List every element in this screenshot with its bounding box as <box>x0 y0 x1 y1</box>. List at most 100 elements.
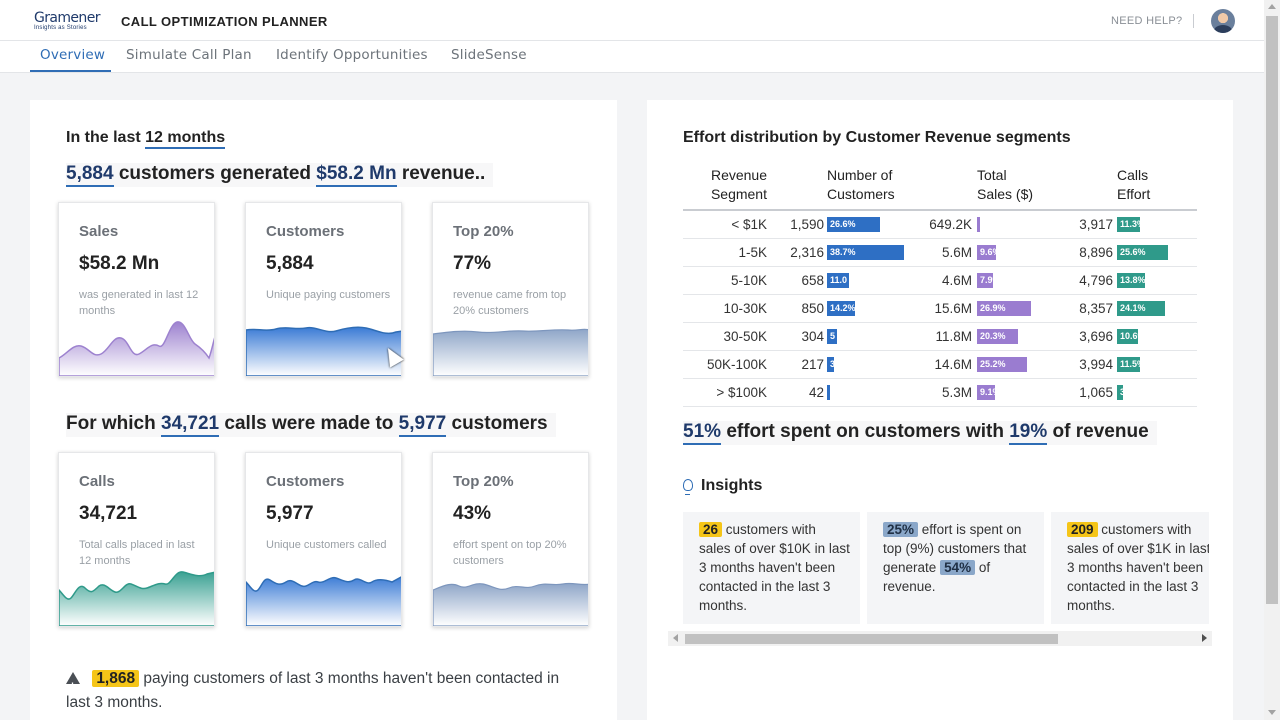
segment-cell: 50K-100K <box>706 357 767 372</box>
table-row[interactable]: < $1K 1,590 649.2K 3,917 26.6% 11.3% <box>683 211 1197 239</box>
column-header-segment[interactable]: Revenue Segment <box>711 166 767 204</box>
sales-cell: 15.6M <box>934 301 972 316</box>
calls-cell: 3,994 <box>1079 357 1113 372</box>
customers-cell: 42 <box>808 385 824 400</box>
insight-text: of revenue. <box>883 560 991 594</box>
period-selector[interactable]: 12 months <box>145 129 226 149</box>
headline-revenue-value: $58.2 Mn <box>316 163 397 187</box>
customers-cell: 658 <box>801 273 824 288</box>
effort-distribution-title: Effort distribution by Customer Revenue … <box>683 129 1071 146</box>
card-value: 5,884 <box>266 253 314 274</box>
sales-share-bar: 9.1% <box>977 385 996 400</box>
table-row[interactable]: > $100K 42 5.3M 1,065 9.1% 3 <box>683 379 1197 407</box>
card-description: was generated in last 12 months <box>79 289 199 317</box>
table-row[interactable]: 30-50K 304 11.8M 3,696 5 20.3% 10.6% <box>683 323 1197 351</box>
overview-summary-panel: In the last 12 months 5,884 customers ge… <box>30 100 617 720</box>
customers-share-bar: 3 <box>827 357 835 372</box>
insight-highlight: 26 <box>699 522 723 537</box>
insight-text: effort is spent on top (9%) customers th… <box>883 522 1027 575</box>
insights-carousel: 26 customers with sales of over $10K in … <box>683 512 1209 624</box>
warning-icon <box>66 672 80 698</box>
headline-text: revenue.. <box>401 163 486 184</box>
segment-cell: 1-5K <box>738 245 767 260</box>
customers-called-sparkline <box>246 576 401 626</box>
summary-revenue-value: 19% <box>1009 421 1048 445</box>
table-row[interactable]: 1-5K 2,316 5.6M 8,896 38.7% 9.6% 25.6% <box>683 239 1197 267</box>
scrollbar-thumb[interactable] <box>685 634 1058 644</box>
customers-cell: 1,590 <box>790 217 824 232</box>
customers-cell: 2,316 <box>790 245 824 260</box>
top-header: Gramener Insights as Stories CALL OPTIMI… <box>0 0 1264 41</box>
page-vertical-scrollbar[interactable] <box>1264 0 1280 720</box>
card-value: 5,977 <box>266 503 314 524</box>
segment-cell: 30-50K <box>723 329 767 344</box>
logo-brand: Gramener <box>34 10 100 26</box>
sales-card[interactable]: Sales $58.2 Mn was generated in last 12 … <box>58 202 215 377</box>
insights-title: Insights <box>701 477 763 494</box>
summary-text: effort spent on customers with <box>726 421 1004 442</box>
customers-sparkline <box>246 326 401 376</box>
insight-card[interactable]: 26 customers with sales of over $10K in … <box>683 512 860 624</box>
period-heading: In the last 12 months <box>66 129 226 149</box>
calls-share-bar: 3 <box>1117 385 1124 400</box>
top20-effort-sparkline <box>433 582 588 626</box>
sales-cell: 11.8M <box>935 329 972 344</box>
top20-revenue-card[interactable]: Top 20% 77% revenue came from top 20% cu… <box>432 202 589 377</box>
header-line: Total <box>977 167 1007 183</box>
calls-share-bar: 24.1% <box>1117 301 1166 316</box>
sales-share-bar: 9.6% <box>977 245 997 260</box>
insight-card[interactable]: 25% effort is spent on top (9%) customer… <box>867 512 1044 624</box>
headline-customers-value: 5,884 <box>66 163 114 187</box>
calls-share-bar: 25.6% <box>1117 245 1169 260</box>
scroll-left-arrow-icon[interactable] <box>673 634 678 642</box>
column-header-calls[interactable]: Calls Effort <box>1117 166 1150 204</box>
alert-count-badge: 1,868 <box>92 670 140 687</box>
card-description: Unique paying customers <box>266 289 391 301</box>
card-value: $58.2 Mn <box>79 253 160 274</box>
tab-simulate-call-plan[interactable]: Simulate Call Plan <box>126 47 252 63</box>
tab-identify-opportunities[interactable]: Identify Opportunities <box>276 47 428 63</box>
card-value: 34,721 <box>79 503 138 524</box>
calls-sparkline <box>59 571 214 626</box>
customers-called-card[interactable]: Customers 5,977 Unique customers called <box>245 452 402 627</box>
calls-cell: 3,917 <box>1079 217 1113 232</box>
headline-text: customers generated <box>118 163 312 184</box>
tab-overview[interactable]: Overview <box>40 47 106 63</box>
scroll-down-arrow-icon[interactable] <box>1268 710 1276 715</box>
segment-cell: 5-10K <box>730 273 767 288</box>
card-title: Customers <box>266 473 345 490</box>
top20-revenue-sparkline <box>433 328 588 376</box>
card-title: Calls <box>79 473 115 490</box>
calls-share-bar: 11.3% <box>1117 217 1140 232</box>
column-header-customers[interactable]: Number of Customers <box>827 166 895 204</box>
alert-text: paying customers of last 3 months haven'… <box>66 670 560 711</box>
gramener-logo[interactable]: Gramener Insights as Stories <box>34 10 100 31</box>
tab-slidesense[interactable]: SlideSense <box>451 47 527 63</box>
table-row[interactable]: 50K-100K 217 14.6M 3,994 3 25.2% 11.5% <box>683 351 1197 379</box>
sales-share-bar: 25.2% <box>977 357 1028 372</box>
sales-sparkline <box>59 321 214 376</box>
insight-text: customers with sales of over $10K in las… <box>699 522 850 613</box>
header-line: Segment <box>710 186 767 202</box>
active-tab-indicator <box>30 70 111 72</box>
need-help-link[interactable]: NEED HELP? <box>1111 15 1183 27</box>
scroll-up-arrow-icon[interactable] <box>1268 4 1276 9</box>
calls-card[interactable]: Calls 34,721 Total calls placed in last … <box>58 452 215 627</box>
table-row[interactable]: 5-10K 658 4.6M 4,796 11.0 7.9% 13.8% <box>683 267 1197 295</box>
customers-card[interactable]: Customers 5,884 Unique paying customers <box>245 202 402 377</box>
sales-share-bar: 26.9% <box>977 301 1031 316</box>
insights-horizontal-scrollbar[interactable] <box>668 631 1212 646</box>
top20-effort-card[interactable]: Top 20% 43% effort spent on top 20% cust… <box>432 452 589 627</box>
lightbulb-icon <box>683 479 693 495</box>
insight-card[interactable]: 209 customers with sales of over $1K in … <box>1051 512 1209 624</box>
header-line: Number of <box>827 167 893 183</box>
sales-cell: 649.2K <box>929 217 972 232</box>
table-row[interactable]: 10-30K 850 15.6M 8,357 14.2% 26.9% 24.1% <box>683 295 1197 323</box>
customers-share-bar: 5 <box>827 329 838 344</box>
calls-cell: 3,696 <box>1079 329 1113 344</box>
scroll-right-arrow-icon[interactable] <box>1202 634 1207 642</box>
user-avatar[interactable] <box>1211 9 1235 33</box>
scrollbar-thumb[interactable] <box>1266 16 1278 604</box>
column-header-sales[interactable]: Total Sales ($) <box>977 166 1033 204</box>
header-line: Effort <box>1117 186 1151 202</box>
